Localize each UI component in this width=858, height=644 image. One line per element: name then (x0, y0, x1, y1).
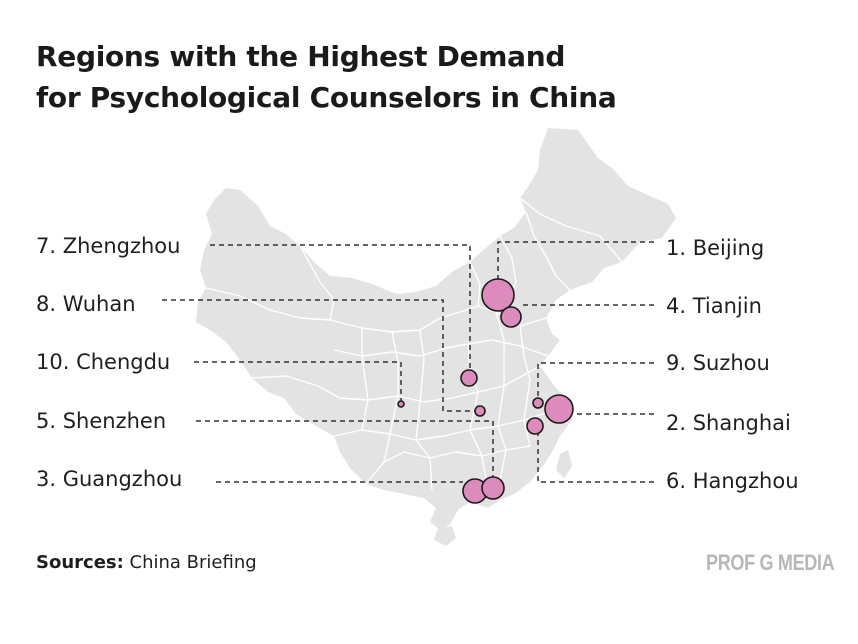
label-tianjin: 4. Tianjin (666, 294, 762, 318)
leader-line-suzhou (537, 362, 654, 398)
marker-shanghai (544, 394, 574, 424)
mainland-shape (196, 128, 676, 530)
leader-lines (162, 241, 654, 483)
sources-note: Sources: China Briefing (36, 552, 257, 573)
leader-line-hangzhou (537, 434, 654, 483)
sources-value: China Briefing (129, 552, 257, 573)
marker-shenzhen (481, 476, 505, 500)
label-wuhan: 8. Wuhan (36, 292, 136, 316)
label-suzhou: 9. Suzhou (666, 351, 770, 375)
label-chengdu: 10. Chengdu (36, 350, 170, 374)
label-beijing: 1. Beijing (666, 236, 764, 260)
marker-wuhan (474, 405, 486, 417)
title-line-2: for Psychological Counselors in China (36, 81, 617, 114)
label-guangzhou: 3. Guangzhou (36, 467, 182, 491)
marker-hangzhou (526, 417, 544, 435)
china-landmass (196, 128, 676, 546)
marker-chengdu (397, 400, 405, 408)
leader-line-beijing (497, 241, 654, 279)
chart-title: Regions with the Highest Demand for Psyc… (36, 36, 617, 118)
city-markers (397, 278, 574, 504)
city-labels: 1. Beijing 2. Shanghai 3. Guangzhou 4. Tian… (36, 234, 799, 493)
label-shenzhen: 5. Shenzhen (36, 409, 166, 433)
taiwan-island (556, 450, 572, 478)
brand-logo: PROF G MEDIA (706, 550, 835, 575)
marker-tianjin (500, 306, 522, 328)
sources-label: Sources: (36, 552, 124, 573)
title-line-1: Regions with the Highest Demand (36, 40, 566, 73)
leader-line-chengdu (194, 361, 402, 401)
leader-line-zhengzhou (210, 244, 471, 370)
label-zhengzhou: 7. Zhengzhou (36, 234, 180, 258)
marker-suzhou (532, 397, 544, 409)
marker-zhengzhou (460, 369, 478, 387)
hainan-island (434, 526, 456, 546)
leader-line-wuhan (162, 299, 475, 412)
label-hangzhou: 6. Hangzhou (666, 469, 799, 493)
marker-beijing (481, 278, 515, 312)
label-shanghai: 2. Shanghai (666, 411, 791, 435)
leader-line-shenzhen (196, 420, 494, 477)
